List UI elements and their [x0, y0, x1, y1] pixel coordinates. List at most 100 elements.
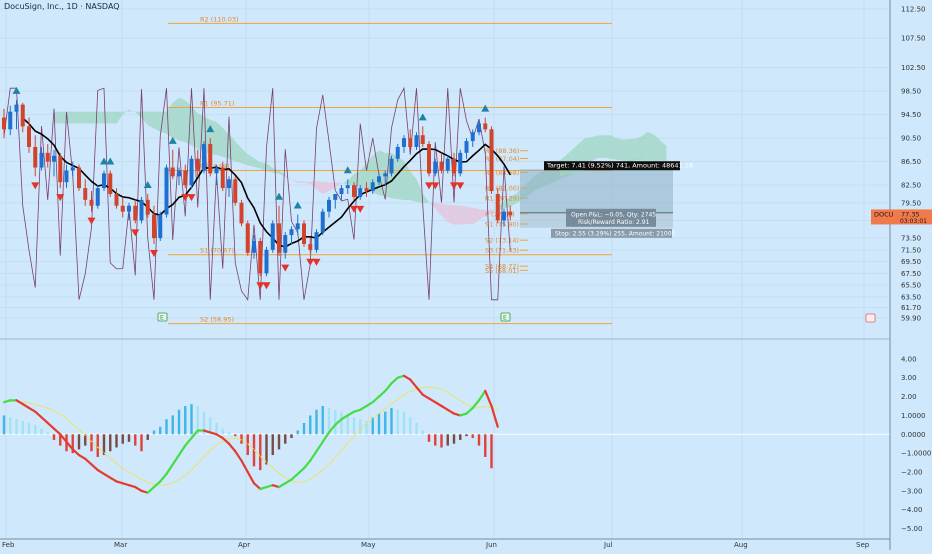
candle-body — [8, 111, 13, 130]
marker-down-icon — [131, 229, 140, 237]
macd-histogram-bar — [46, 432, 49, 435]
cloud-segment — [160, 111, 167, 134]
recent-pivot-label: R4 (87.04) — [485, 155, 519, 163]
macd-histogram-bar — [296, 430, 299, 435]
candle-body — [64, 170, 69, 183]
candle-body — [45, 152, 50, 162]
macd-histogram-bar — [40, 428, 43, 435]
price-axis-label: 71.50 — [901, 246, 921, 254]
marker-down-icon — [56, 194, 65, 202]
cloud-segment — [241, 148, 248, 166]
price-axis-label: 73.50 — [901, 235, 921, 243]
macd-histogram-bar — [477, 434, 481, 446]
macd-segment — [334, 418, 343, 426]
macd-histogram-bar — [465, 434, 468, 437]
macd-histogram-bar — [165, 419, 168, 435]
cloud-segment — [641, 131, 648, 161]
candle-body — [20, 104, 25, 127]
macd-segment — [21, 403, 31, 409]
cloud-segment — [335, 182, 342, 188]
macd-histogram-bar — [71, 434, 74, 454]
macd-histogram-bar — [271, 434, 274, 456]
cloud-segment — [141, 111, 148, 126]
macd-segment — [52, 427, 62, 436]
macd-histogram-bar — [146, 434, 149, 440]
overlay-text: Target: 7.41 (9.52%) 741, Amount: 48641.… — [544, 161, 932, 238]
candle-body — [208, 144, 213, 174]
earnings-label: E — [503, 315, 507, 322]
macd-histogram-bar — [446, 434, 449, 446]
macd-histogram-bar — [209, 417, 212, 435]
cloud-segment — [97, 111, 104, 124]
marker-up-icon — [206, 125, 215, 133]
macd-histogram-bar — [346, 413, 349, 435]
macd-segment — [471, 399, 481, 409]
candle-body — [364, 188, 369, 192]
candle-body — [58, 155, 63, 183]
candle-body — [89, 199, 94, 206]
macd-histogram-bar — [52, 434, 56, 440]
candle-body — [233, 179, 238, 203]
marker-down-icon — [181, 194, 190, 202]
target-label-bg — [544, 161, 680, 171]
macd-histogram-bar — [471, 434, 474, 439]
marker-up-icon — [106, 157, 115, 165]
macd-histogram-bar — [227, 432, 231, 435]
candle-body — [258, 241, 263, 274]
macd-histogram-bar — [290, 434, 293, 439]
candle-body — [433, 161, 438, 174]
candle-body — [152, 214, 156, 239]
cloud-segment — [597, 135, 604, 159]
macd-histogram-bar — [190, 404, 193, 435]
macd-segment — [377, 389, 387, 398]
macd-segment — [240, 459, 249, 474]
osc-axis-label: 0.0000 — [901, 431, 926, 439]
target-label: Target: 7.41 (9.52%) 741, Amount: 48641.… — [546, 162, 693, 170]
earnings-icon — [865, 313, 876, 323]
macd-histogram-bar — [415, 422, 418, 435]
cloud-segment — [485, 209, 492, 216]
cloud-segment — [660, 140, 667, 161]
marker-up-icon — [343, 166, 352, 174]
cloud-segment — [85, 111, 92, 124]
candle-body — [83, 188, 88, 200]
macd-segment — [34, 410, 43, 419]
macd-histogram-bar — [384, 411, 387, 435]
candle-body — [220, 167, 225, 189]
candle-body — [239, 202, 244, 224]
candle-body — [183, 170, 188, 186]
marker-down-icon — [281, 264, 290, 272]
candle-body — [427, 144, 431, 174]
macd-pane — [0, 374, 890, 494]
cloud-segment — [216, 122, 223, 157]
marker-down-icon — [187, 194, 196, 202]
cloud-segment — [347, 174, 354, 186]
macd-histogram-bar — [327, 407, 331, 435]
macd-segment — [221, 436, 231, 445]
ratio-label: Risk/Reward Ratio: 2.91 — [578, 219, 650, 226]
candle-body — [339, 188, 344, 194]
recent-pivot-label: S3 (71.43) — [485, 247, 519, 255]
cloud-segment — [279, 170, 286, 177]
macd-histogram-bar — [140, 434, 143, 452]
candle-body — [464, 141, 469, 153]
earnings-icon — [500, 312, 511, 322]
price-axis-label: 65.50 — [901, 282, 921, 290]
macd-histogram-bar — [396, 409, 399, 435]
macd-histogram-bar — [246, 434, 249, 456]
candle-body — [352, 185, 356, 197]
macd-histogram-bar — [459, 434, 462, 440]
price-axis-label: 112.50 — [901, 5, 926, 13]
candle-body — [95, 188, 100, 206]
candle-body — [445, 158, 450, 171]
macd-segment — [252, 482, 262, 491]
macd-histogram-bar — [234, 434, 237, 437]
price-axis-label: 59.90 — [901, 315, 921, 323]
macd-segment — [227, 442, 237, 453]
macd-segment — [440, 404, 449, 411]
pivot-label: R2 (110.03) — [200, 15, 239, 23]
cloud-segment — [585, 137, 592, 166]
